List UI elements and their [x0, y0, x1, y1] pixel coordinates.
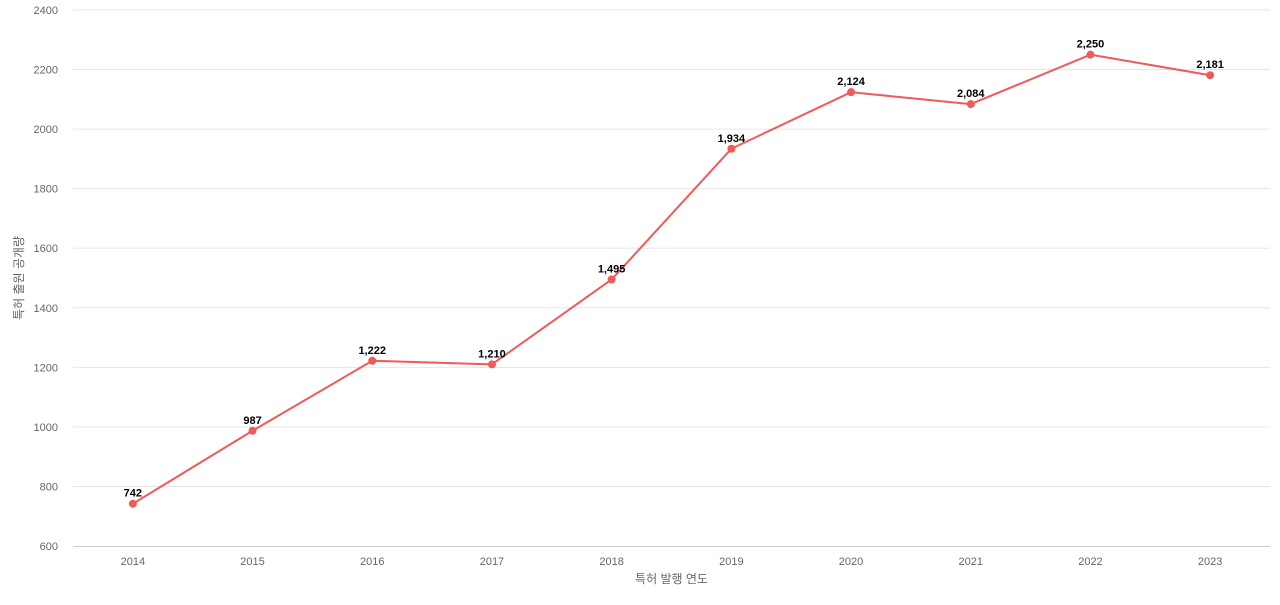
data-label-2019: 1,934 [718, 133, 746, 145]
data-point-2016[interactable] [368, 356, 377, 365]
data-label-2018: 1,495 [598, 263, 626, 275]
data-point-2022[interactable] [1086, 50, 1095, 59]
y-tick-label: 800 [40, 481, 58, 493]
data-labels: 742 987 1,222 1,210 1,495 1,934 2,124 2,084 2,25… [124, 39, 1224, 500]
series-1 [128, 50, 1215, 508]
x-tick-label: 2022 [1078, 556, 1102, 568]
x-axis-tick-labels: 2014 2015 2016 2017 2018 2019 2020 2021 2022 2023 [121, 556, 1223, 568]
x-tick-label: 2023 [1198, 556, 1222, 568]
y-tick-label: 2000 [34, 124, 58, 136]
x-tick-label: 2021 [959, 556, 983, 568]
data-point-2014[interactable] [128, 499, 137, 508]
x-tick-label: 2019 [719, 556, 743, 568]
data-label-2022: 2,250 [1077, 39, 1105, 51]
y-tick-label: 2200 [34, 65, 58, 77]
y-tick-label: 1400 [34, 303, 58, 315]
data-label-2017: 1,210 [478, 348, 506, 360]
y-tick-label: 1200 [34, 362, 58, 374]
data-point-2021[interactable] [966, 100, 975, 109]
y-tick-label: 1000 [34, 422, 58, 434]
data-label-2021: 2,084 [957, 88, 985, 100]
data-point-2023[interactable] [1206, 71, 1215, 80]
y-tick-label: 600 [40, 541, 58, 553]
data-point-2020[interactable] [847, 88, 856, 97]
data-point-2015[interactable] [248, 426, 257, 435]
data-point-2018[interactable] [607, 275, 616, 284]
y-tick-label: 1600 [34, 243, 58, 255]
x-tick-label: 2020 [839, 556, 863, 568]
x-tick-label: 2017 [480, 556, 504, 568]
y-axis-tick-labels: 600 800 1000 1200 1400 1600 1800 2000 2200 2400 [34, 5, 58, 553]
data-label-2023: 2,181 [1196, 59, 1224, 71]
x-tick-label: 2014 [121, 556, 145, 568]
x-tick-label: 2015 [240, 556, 264, 568]
data-label-2016: 1,222 [358, 345, 386, 357]
x-axis-title: 특허 발행 연도 [635, 571, 708, 586]
data-label-2014: 742 [124, 488, 142, 500]
gridlines [73, 9, 1270, 487]
series-line [132, 53, 1211, 505]
data-point-2019[interactable] [727, 144, 736, 153]
x-tick-label: 2016 [360, 556, 384, 568]
y-tick-label: 2400 [34, 5, 58, 17]
data-label-2020: 2,124 [837, 76, 865, 88]
x-tick-label: 2018 [599, 556, 623, 568]
y-tick-label: 1800 [34, 184, 58, 196]
data-point-2017[interactable] [487, 360, 496, 369]
data-label-2015: 987 [243, 415, 261, 427]
y-axis-title: 특허 출원 공개량 [12, 236, 26, 320]
